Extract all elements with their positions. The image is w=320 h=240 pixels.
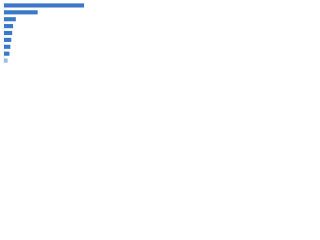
bar [4,24,14,29]
chart [3,2,85,64]
bar [4,58,8,63]
bar [4,37,12,42]
bar [4,30,13,36]
bar [4,10,38,15]
bar [4,17,16,22]
bar [4,3,85,8]
bar [4,51,10,56]
page: {"chart_data": {"type": "hbar", "categor… [0,0,320,71]
bar [4,44,11,49]
